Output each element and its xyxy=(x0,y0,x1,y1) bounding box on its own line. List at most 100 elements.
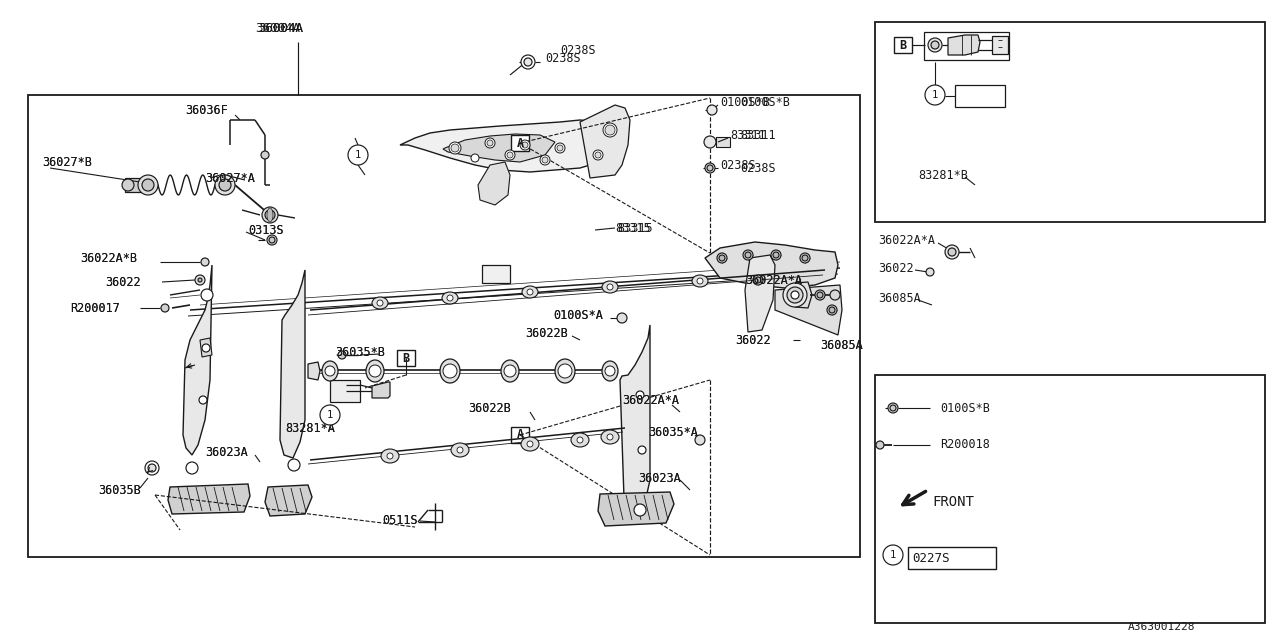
Circle shape xyxy=(753,275,763,285)
Circle shape xyxy=(890,405,896,411)
Circle shape xyxy=(138,175,157,195)
Circle shape xyxy=(145,461,159,475)
Polygon shape xyxy=(200,338,212,357)
Text: 1: 1 xyxy=(932,90,938,100)
Circle shape xyxy=(443,364,457,378)
Text: 36023A: 36023A xyxy=(205,447,248,460)
Circle shape xyxy=(928,38,942,52)
Text: 36027*A: 36027*A xyxy=(205,172,255,184)
Circle shape xyxy=(617,313,627,323)
Text: 0100S*B: 0100S*B xyxy=(719,95,769,109)
Circle shape xyxy=(607,434,613,440)
Text: 83281*A: 83281*A xyxy=(285,422,335,435)
Circle shape xyxy=(783,283,806,307)
Text: 36023A: 36023A xyxy=(637,472,681,484)
Text: 0313S: 0313S xyxy=(248,223,284,237)
Text: 1: 1 xyxy=(355,150,361,160)
Bar xyxy=(876,22,1265,222)
Circle shape xyxy=(593,150,603,160)
Circle shape xyxy=(876,441,884,449)
Circle shape xyxy=(338,351,346,359)
Circle shape xyxy=(148,464,156,472)
Text: 0511S: 0511S xyxy=(381,513,417,527)
Ellipse shape xyxy=(602,361,618,381)
Circle shape xyxy=(195,275,205,285)
Circle shape xyxy=(261,151,269,159)
Circle shape xyxy=(707,165,713,171)
Bar xyxy=(511,427,529,443)
Circle shape xyxy=(122,179,134,191)
Circle shape xyxy=(695,435,705,445)
Circle shape xyxy=(504,365,516,377)
Circle shape xyxy=(348,145,369,165)
Polygon shape xyxy=(443,134,556,162)
Text: 36004A: 36004A xyxy=(255,22,300,35)
Circle shape xyxy=(457,447,463,453)
Bar xyxy=(330,380,360,402)
Text: 36022: 36022 xyxy=(105,275,141,289)
Circle shape xyxy=(787,287,803,303)
Circle shape xyxy=(595,152,602,158)
Text: 36035*A: 36035*A xyxy=(648,426,698,438)
Text: 36022A*A: 36022A*A xyxy=(878,234,934,246)
Circle shape xyxy=(773,252,780,258)
Circle shape xyxy=(325,366,335,376)
Polygon shape xyxy=(795,282,812,308)
Circle shape xyxy=(705,163,716,173)
Text: B: B xyxy=(900,38,906,51)
Circle shape xyxy=(557,145,563,151)
Circle shape xyxy=(198,278,202,282)
Circle shape xyxy=(540,155,550,165)
Text: 36022A*A: 36022A*A xyxy=(745,273,803,287)
Text: 36035*B: 36035*B xyxy=(335,346,385,358)
Text: 0238S: 0238S xyxy=(719,159,755,172)
Bar xyxy=(992,36,1009,54)
Circle shape xyxy=(755,277,762,283)
Circle shape xyxy=(288,459,300,471)
Ellipse shape xyxy=(602,430,620,444)
Circle shape xyxy=(607,284,613,290)
Ellipse shape xyxy=(323,361,338,381)
Circle shape xyxy=(931,41,940,49)
Circle shape xyxy=(485,138,495,148)
Circle shape xyxy=(219,179,230,191)
Text: 36085A: 36085A xyxy=(878,291,920,305)
Text: 36027*B: 36027*B xyxy=(42,156,92,168)
Polygon shape xyxy=(125,178,148,192)
Polygon shape xyxy=(774,285,842,335)
Text: 36022: 36022 xyxy=(735,333,771,346)
Text: FRONT: FRONT xyxy=(932,495,974,509)
Circle shape xyxy=(605,125,614,135)
Polygon shape xyxy=(183,265,212,455)
Text: 36036F: 36036F xyxy=(186,104,228,116)
Circle shape xyxy=(925,268,934,276)
Text: 0100S*A: 0100S*A xyxy=(553,308,603,321)
Text: 36022B: 36022B xyxy=(525,326,568,339)
Text: 36022: 36022 xyxy=(878,262,914,275)
Circle shape xyxy=(704,136,716,148)
Circle shape xyxy=(268,235,276,245)
Circle shape xyxy=(186,462,198,474)
Circle shape xyxy=(742,250,753,260)
Ellipse shape xyxy=(556,359,575,383)
Circle shape xyxy=(791,291,799,299)
Text: B: B xyxy=(402,351,410,365)
Circle shape xyxy=(269,237,275,243)
Circle shape xyxy=(527,289,532,295)
Text: 36035*A: 36035*A xyxy=(648,426,698,438)
Text: 83281*B: 83281*B xyxy=(918,168,968,182)
Text: 36035B: 36035B xyxy=(99,483,141,497)
Circle shape xyxy=(717,253,727,263)
Circle shape xyxy=(637,446,646,454)
Bar xyxy=(716,137,730,147)
Circle shape xyxy=(603,123,617,137)
Text: 83311: 83311 xyxy=(740,129,776,141)
Circle shape xyxy=(201,289,212,301)
Circle shape xyxy=(636,391,644,399)
Circle shape xyxy=(883,545,902,565)
Text: 36022B: 36022B xyxy=(468,401,511,415)
Circle shape xyxy=(202,344,210,352)
Circle shape xyxy=(369,365,381,377)
Text: 36023A: 36023A xyxy=(205,447,248,460)
Bar xyxy=(908,547,996,569)
